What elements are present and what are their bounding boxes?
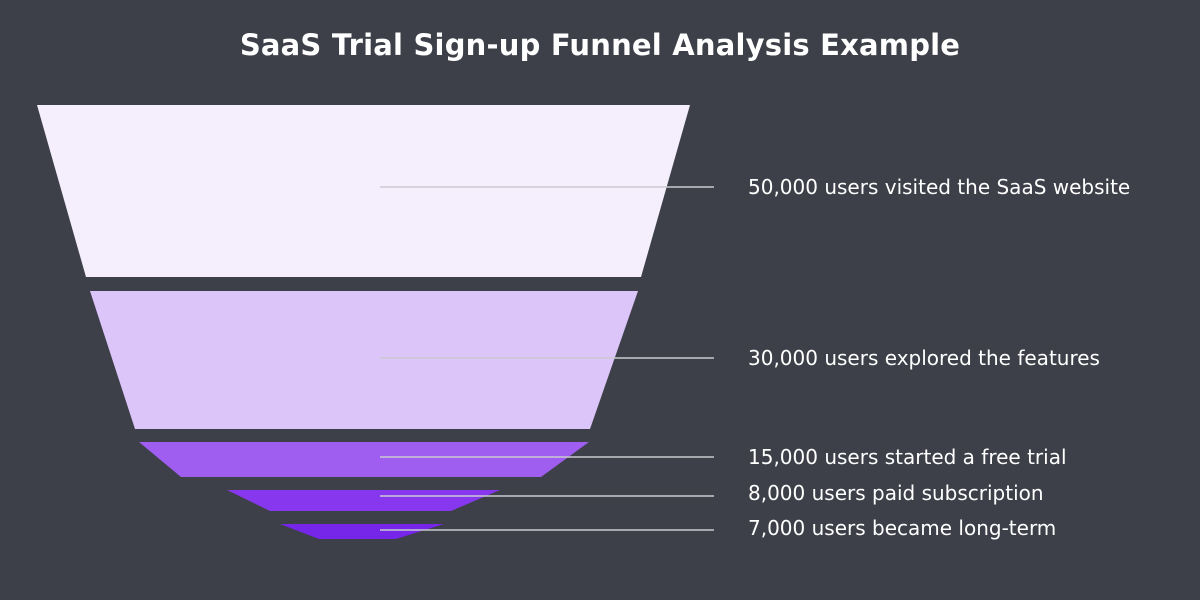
funnel-stage-3: [139, 442, 589, 477]
funnel-stage-4: [227, 490, 500, 511]
funnel-stage-1: [37, 105, 690, 277]
stage-label-4: 8,000 users paid subscription: [748, 481, 1044, 505]
stage-label-3: 15,000 users started a free trial: [748, 445, 1067, 469]
funnel-stage-5: [280, 524, 444, 539]
stage-label-2: 30,000 users explored the features: [748, 346, 1100, 370]
page-title: SaaS Trial Sign-up Funnel Analysis Examp…: [239, 28, 961, 62]
funnel-stage-2: [90, 291, 638, 429]
stage-label-1: 50,000 users visited the SaaS website: [748, 175, 1131, 199]
stage-label-5: 7,000 users became long-term: [748, 516, 1057, 540]
